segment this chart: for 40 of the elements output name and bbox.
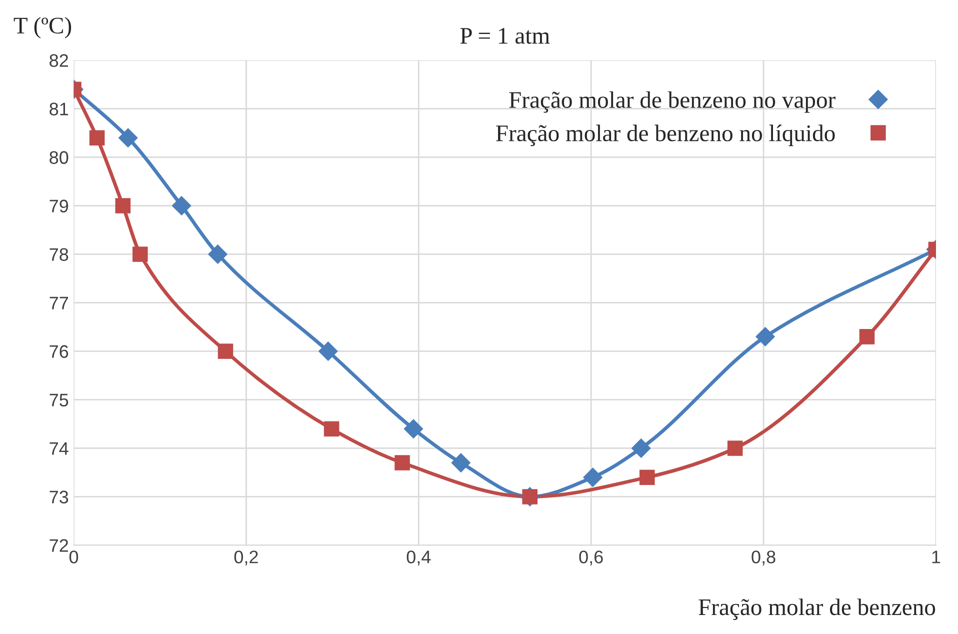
point: [632, 438, 651, 458]
y-tick-label: 76: [50, 345, 68, 358]
x-tick-label: 0: [69, 550, 78, 564]
point: [404, 419, 424, 438]
point: [756, 327, 775, 346]
point: [208, 244, 228, 264]
point: [318, 342, 338, 361]
point: [218, 344, 234, 359]
y-tick-label: 72: [50, 539, 68, 552]
point: [583, 468, 602, 487]
point: [172, 196, 192, 216]
point: [394, 455, 410, 470]
y-tick-label: 77: [50, 296, 68, 310]
y-tick-label: 73: [50, 490, 68, 504]
x-tick-label: 0,4: [406, 550, 431, 566]
point: [118, 128, 138, 148]
y-tick-label: 79: [50, 200, 68, 212]
x-tick-label: 0,8: [752, 550, 776, 566]
point: [132, 246, 148, 262]
y-tick-label: 75: [50, 394, 68, 406]
point: [89, 130, 105, 146]
point: [639, 470, 655, 485]
point: [324, 421, 340, 436]
legend-label: Fração molar de benzeno no vapor: [509, 91, 836, 113]
y-tick-label: 81: [50, 102, 68, 116]
x-tick-label: 0,2: [234, 550, 258, 566]
legend-label: Fração molar de benzeno no líquido: [496, 124, 835, 146]
point: [451, 453, 470, 472]
x-tick-label: 1: [932, 550, 940, 564]
y-tick-label: 78: [50, 248, 68, 261]
chart-title: P = 1 atm: [460, 28, 550, 44]
y-tick-label: 80: [50, 151, 68, 164]
y-tick-label: 74: [50, 442, 68, 455]
x-tick-label: 0,6: [579, 550, 603, 566]
y-axis-title: T (ºC): [14, 16, 72, 38]
point: [115, 198, 131, 214]
point: [859, 329, 875, 344]
point: [727, 440, 743, 456]
y-tick-label: 82: [50, 54, 68, 67]
x-axis-title: Fração molar de benzeno: [698, 598, 936, 620]
